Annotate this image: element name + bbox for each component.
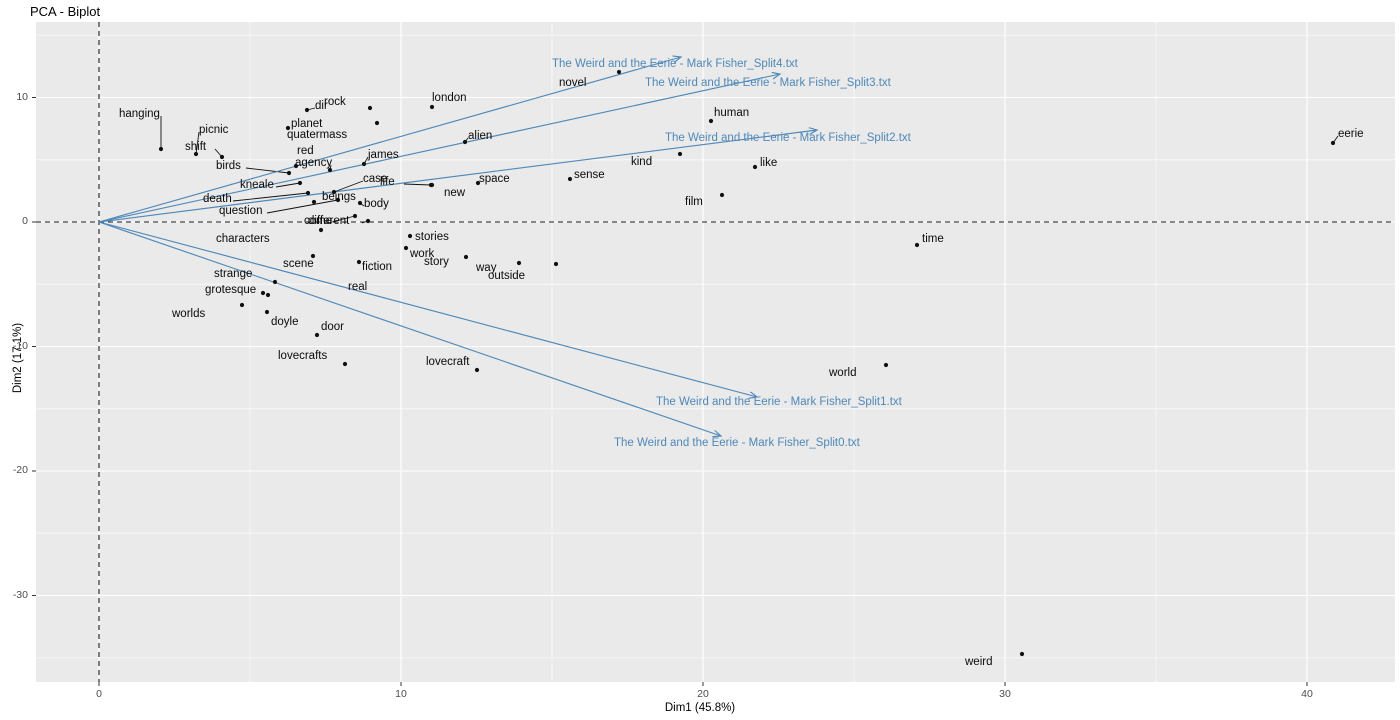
x-tick-label: 10 xyxy=(395,688,407,700)
axis-tick-marks xyxy=(32,97,1308,686)
point-label: picnic xyxy=(199,124,229,136)
arrow-label: The Weird and the Eerie - Mark Fisher_Sp… xyxy=(552,58,798,70)
data-points xyxy=(158,69,1336,657)
x-axis-title: Dim1 (45.8%) xyxy=(664,702,736,714)
point-label: human xyxy=(714,107,750,119)
point-label: alien xyxy=(468,130,493,142)
y-tick-label: 0 xyxy=(22,215,28,227)
point-label: weird xyxy=(965,656,993,668)
point-label: rock xyxy=(324,96,346,108)
point-label: birds xyxy=(216,160,241,172)
arrow-label: The Weird and the Eerie - Mark Fisher_Sp… xyxy=(645,77,891,89)
point-label: work xyxy=(410,248,435,260)
point-label: like xyxy=(760,157,778,169)
point-label: strange xyxy=(214,268,253,280)
point-label: characters xyxy=(216,233,270,245)
point-label: sense xyxy=(574,169,605,181)
point-label: question xyxy=(219,205,263,217)
point-label: dir xyxy=(315,100,328,112)
variable-arrows xyxy=(98,57,817,436)
point-label: time xyxy=(922,233,944,245)
x-tick-label: 20 xyxy=(697,688,709,700)
point-label: stories xyxy=(415,231,449,243)
point-label: eerie xyxy=(1338,128,1364,140)
point-label: come xyxy=(304,215,333,227)
x-tick-label: 40 xyxy=(1301,688,1313,700)
x-tick-label: 0 xyxy=(96,688,102,700)
point-label: hanging xyxy=(119,108,160,120)
point-label: scene xyxy=(283,258,314,270)
arrow-label: The Weird and the Eerie - Mark Fisher_Sp… xyxy=(665,132,911,144)
point-label: kind xyxy=(631,156,653,168)
point-label: kneale xyxy=(240,179,274,191)
point-label: different xyxy=(308,215,350,227)
plot-panel xyxy=(36,22,1395,682)
point-label: planet xyxy=(291,118,323,130)
point-label: real xyxy=(348,281,368,293)
origin-reference-lines xyxy=(36,22,1395,682)
point-label: life xyxy=(380,176,395,188)
label-leader-lines xyxy=(160,107,1339,224)
point-label: world xyxy=(829,367,857,379)
point-label: death xyxy=(203,193,232,205)
point-label: story xyxy=(424,256,449,268)
point-label: shift xyxy=(185,141,207,153)
point-label: body xyxy=(364,198,389,210)
x-tick-label: 30 xyxy=(999,688,1011,700)
point-label: outside xyxy=(488,270,526,282)
point-label: case xyxy=(363,173,388,185)
point-label: red xyxy=(297,145,314,157)
y-tick-label: -30 xyxy=(12,588,28,601)
y-axis-title: Dim2 (17.1%) xyxy=(12,322,24,394)
point-label: lovecrafts xyxy=(278,350,328,362)
arrow-label: The Weird and the Eerie - Mark Fisher_Sp… xyxy=(656,396,902,408)
y-tick-label: -10 xyxy=(12,339,28,352)
point-label: london xyxy=(432,92,467,104)
point-label: grotesque xyxy=(205,284,257,296)
point-label: new xyxy=(444,187,466,199)
point-label: agency xyxy=(295,157,333,169)
point-label: film xyxy=(685,196,703,208)
point-label: beings xyxy=(322,191,356,203)
arrow-label: The Weird and the Eerie - Mark Fisher_Sp… xyxy=(614,437,860,449)
point-label: james xyxy=(368,149,399,161)
page-title: PCA - Biplot xyxy=(30,4,101,19)
grid-minor-lines xyxy=(36,22,1395,682)
point-label: doyle xyxy=(271,316,299,328)
point-label: door xyxy=(321,321,345,333)
point-label: lovecraft xyxy=(426,356,470,368)
point-label: worlds xyxy=(172,308,206,320)
point-label: novel xyxy=(559,77,587,89)
point-label: space xyxy=(479,173,510,185)
grid-major-lines xyxy=(36,22,1395,682)
y-tick-label: -20 xyxy=(12,464,28,476)
y-tick-label: 10 xyxy=(16,90,28,103)
point-label: way xyxy=(476,262,497,274)
point-label: quatermass xyxy=(287,129,348,141)
point-label: fiction xyxy=(362,261,393,273)
